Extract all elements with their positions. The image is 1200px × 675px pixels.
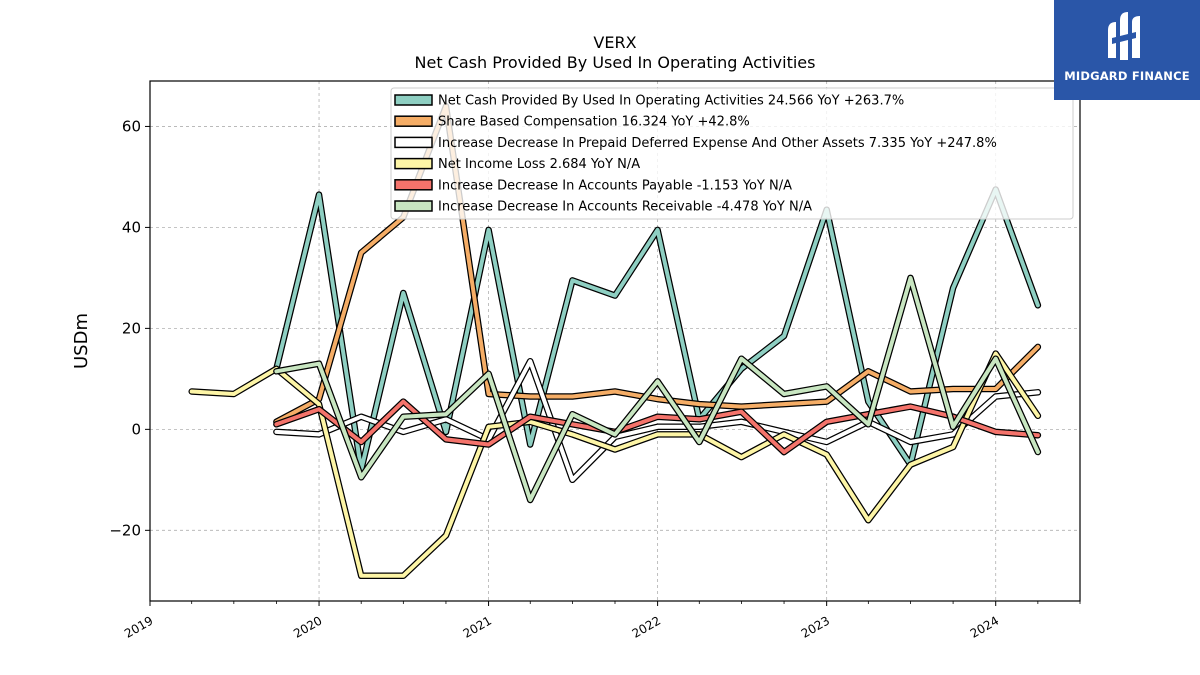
chart-subtitle: Net Cash Provided By Used In Operating A… (415, 53, 816, 72)
y-tick-label: 0 (131, 420, 141, 438)
x-tick-label: 2020 (291, 613, 324, 640)
x-tick-label: 2023 (799, 613, 832, 640)
brand-name: MIDGARD FINANCE (1064, 69, 1190, 83)
legend-entry-label: Increase Decrease In Prepaid Deferred Ex… (438, 136, 997, 151)
legend-entry-label: Net Income Loss 2.684 YoY N/A (438, 157, 640, 172)
legend: Net Cash Provided By Used In Operating A… (390, 87, 1074, 220)
series-line (274, 399, 1040, 455)
series-line (274, 359, 1040, 482)
chart-title: VERX (593, 33, 636, 52)
y-axis-label: USDm (71, 313, 92, 369)
legend-swatch (394, 157, 433, 170)
x-tick-label: 2022 (630, 613, 663, 640)
legend-swatch (394, 94, 433, 106)
legend-swatch (394, 200, 433, 212)
legend-entry-label: Share Based Compensation 16.324 YoY +42.… (438, 115, 750, 130)
legend-entry-label: Increase Decrease In Accounts Payable -1… (438, 178, 792, 193)
series-line (274, 275, 1040, 502)
brand-logo: MIDGARD FINANCE (1054, 0, 1200, 100)
y-tick-label: 20 (122, 319, 141, 337)
midgard-logo-icon (1108, 12, 1140, 60)
x-tick-label: 2019 (122, 613, 155, 640)
y-tick-label: 40 (122, 218, 141, 236)
legend-entry-label: Increase Decrease In Accounts Receivable… (438, 200, 812, 215)
y-tick-label: 60 (122, 117, 141, 135)
legend-box (390, 87, 1074, 220)
x-tick-label: 2021 (461, 613, 494, 640)
legend-entry-label: Net Cash Provided By Used In Operating A… (438, 94, 904, 109)
legend-swatch (394, 115, 433, 127)
legend-swatch (394, 179, 433, 191)
x-tick-label: 2024 (968, 613, 1001, 640)
y-tick-label: −20 (109, 521, 141, 539)
legend-swatch (394, 136, 433, 149)
series-line (189, 351, 1040, 578)
